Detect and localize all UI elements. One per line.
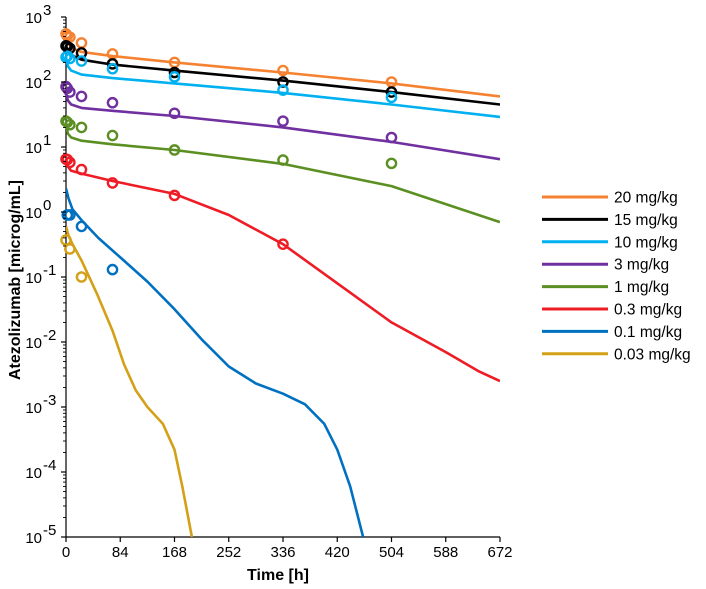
y-tick-exponent: -1 — [43, 262, 56, 279]
legend: 20 mg/kg 15 mg/kg 10 mg/kg 3 mg/kg 1 mg/kg 0.… — [542, 190, 691, 363]
observed-point — [277, 115, 289, 127]
y-tick-exponent: 1 — [43, 132, 51, 149]
series-15-mg-kg — [60, 40, 500, 106]
y-axis-label: Atezolizumab [microg/mL] — [7, 180, 24, 380]
observed-point — [168, 107, 181, 120]
x-tick-label: 252 — [216, 544, 241, 561]
observed-point — [61, 153, 74, 166]
observed-point — [75, 163, 88, 176]
y-tick-label: 10 — [25, 465, 42, 482]
x-tick-label: 504 — [379, 544, 404, 561]
legend-label: 0.03 mg/kg — [614, 346, 691, 363]
observed-point — [106, 62, 119, 75]
observed-point — [61, 50, 74, 62]
y-tick-label: 10 — [25, 335, 42, 352]
observed-point — [277, 64, 289, 77]
y-tick-label: 10 — [25, 400, 42, 417]
series-0-03-mg-kg — [60, 226, 194, 537]
observed-point — [168, 71, 181, 83]
observed-point — [168, 144, 181, 156]
y-tick-exponent: -2 — [43, 327, 56, 344]
observed-point — [385, 91, 398, 104]
y-tick-label: 10 — [25, 530, 42, 547]
legend-label: 0.1 mg/kg — [614, 324, 682, 341]
observed-point — [75, 55, 88, 67]
y-tick-label: 10 — [25, 10, 42, 27]
observed-point — [277, 154, 289, 166]
observed-point — [75, 220, 88, 233]
y-tick-label: 10 — [25, 205, 42, 222]
observed-point — [168, 66, 181, 79]
y-tick-exponent: 0 — [43, 197, 51, 214]
x-tick-label: 84 — [112, 544, 129, 561]
legend-label: 15 mg/kg — [614, 212, 678, 229]
series-line — [66, 188, 365, 537]
observed-point — [75, 37, 88, 49]
observed-point — [106, 129, 119, 142]
legend-label: 0.3 mg/kg — [614, 302, 682, 319]
observed-point — [61, 116, 74, 129]
series-0-3-mg-kg — [60, 153, 500, 383]
series-line — [66, 156, 500, 383]
observed-point — [277, 84, 289, 96]
x-ticks: 0 84 168 252 336 420 504 588 672 — [62, 537, 513, 561]
x-tick-label: 420 — [325, 544, 350, 561]
observed-point — [106, 58, 119, 70]
observed-point — [385, 131, 398, 144]
observed-point — [106, 263, 119, 276]
observed-point — [64, 118, 76, 131]
observed-point — [64, 156, 76, 169]
y-tick-label: 10 — [25, 140, 42, 157]
y-tick-exponent: -5 — [43, 522, 56, 539]
x-tick-label: 672 — [487, 544, 512, 561]
x-axis-label: Time [h] — [247, 567, 309, 584]
y-tick-exponent: 2 — [43, 67, 51, 84]
legend-label: 1 mg/kg — [614, 279, 669, 296]
legend-label: 10 mg/kg — [614, 234, 678, 251]
series-1-mg-kg — [60, 115, 500, 224]
observed-point — [64, 243, 76, 255]
observed-point — [75, 90, 88, 103]
observed-point — [75, 271, 88, 283]
observed-point — [277, 238, 289, 250]
observed-point — [64, 52, 76, 65]
y-tick-exponent: 3 — [43, 2, 51, 19]
y-tick-exponent: -4 — [43, 457, 56, 474]
observed-point — [106, 96, 119, 109]
series-line — [66, 88, 500, 161]
series-layer — [60, 28, 500, 537]
x-tick-label: 336 — [270, 544, 295, 561]
x-tick-label: 168 — [162, 544, 187, 561]
observed-point — [106, 177, 119, 189]
series-0-1-mg-kg — [61, 188, 365, 537]
series-10-mg-kg — [60, 50, 500, 119]
observed-point — [385, 157, 398, 170]
x-tick-label: 0 — [62, 544, 70, 561]
x-tick-label: 588 — [433, 544, 458, 561]
plot-area: 0 84 168 252 336 420 504 588 672 10-510-410 -310-… — [25, 2, 512, 561]
observed-point — [168, 189, 181, 202]
legend-label: 20 mg/kg — [614, 190, 678, 207]
y-tick-label: 10 — [25, 75, 42, 92]
legend-label: 3 mg/kg — [614, 257, 669, 274]
y-tick-label: 10 — [25, 270, 42, 287]
y-tick-exponent: -3 — [43, 392, 56, 409]
observed-point — [75, 121, 88, 134]
series-line — [66, 120, 500, 224]
observed-point — [385, 86, 398, 98]
